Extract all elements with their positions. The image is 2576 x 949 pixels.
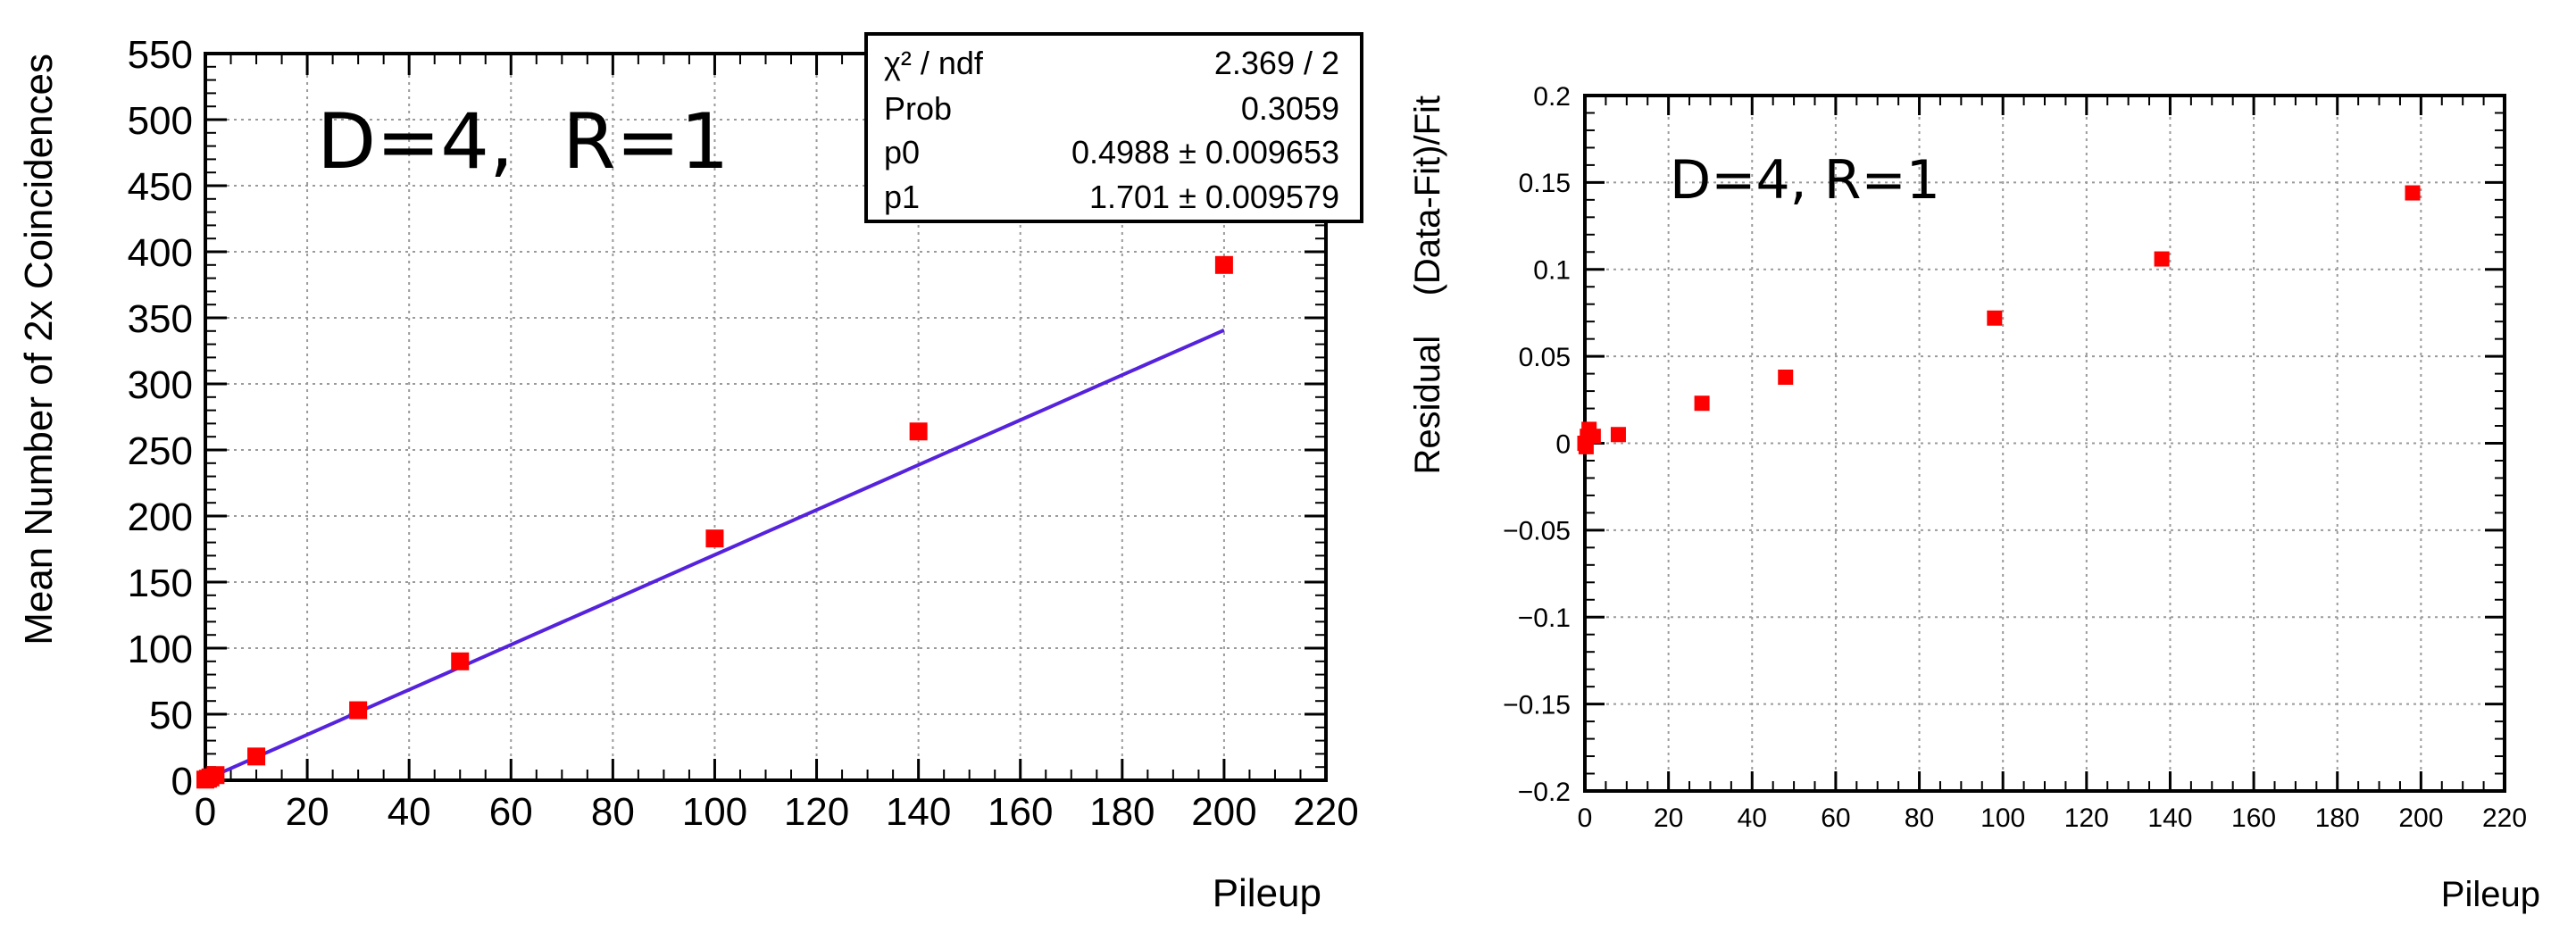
x-tick-label: 220	[1293, 790, 1358, 834]
x-tick-label: 200	[2398, 803, 2443, 833]
data-point	[1585, 429, 1601, 445]
stats-label-p1: p1	[884, 179, 920, 215]
y-tick-label: 100	[128, 628, 193, 671]
stats-label-prob: Prob	[884, 90, 952, 127]
left-plot-data-points	[196, 255, 1233, 789]
stats-box: χ² / ndf 2.369 / 2 Prob 0.3059 p0 0.4988…	[864, 32, 1363, 223]
left-plot-ticks	[204, 52, 1328, 782]
right-plot-ticks	[1583, 94, 2506, 793]
right-annotation: D=4, R=1	[1670, 149, 1940, 212]
data-point	[2154, 251, 2170, 267]
x-tick-label: 160	[988, 790, 1053, 834]
right-plot-data-points	[1577, 185, 2421, 454]
y-tick-label: 300	[128, 363, 193, 407]
data-point	[1778, 369, 1794, 385]
y-tick-label: −0.1	[1518, 604, 1571, 633]
x-tick-label: 40	[1738, 803, 1767, 833]
x-tick-label: 140	[2147, 803, 2192, 833]
data-point	[451, 652, 470, 670]
left-annotation: D=4, R=1	[317, 97, 729, 187]
left-y-axis-title: Mean Number of 2x Coincidences	[17, 54, 61, 645]
x-tick-label: 220	[2482, 803, 2527, 833]
x-tick-label: 180	[2315, 803, 2360, 833]
x-tick-label: 120	[784, 790, 849, 834]
x-tick-label: 180	[1089, 790, 1155, 834]
y-tick-label: −0.2	[1518, 778, 1571, 807]
x-tick-label: 200	[1191, 790, 1256, 834]
left-x-axis-title: Pileup	[1213, 871, 1321, 915]
right-plot-grid	[1585, 96, 2505, 791]
left-plot: 0 20 40 60 80 100 120 140 160 180 200 220 0 50 100 150…	[17, 32, 1363, 915]
right-plot-y-tick-labels: −0.2 −0.15 −0.1 −0.05 0 0.05 0.1 0.15 0.2	[1503, 82, 1571, 807]
x-tick-label: 80	[1905, 803, 1934, 833]
y-tick-label: 0.2	[1533, 82, 1571, 112]
y-tick-label: −0.05	[1503, 517, 1571, 546]
x-tick-label: 40	[388, 790, 431, 834]
x-tick-label: 20	[286, 790, 329, 834]
x-tick-label: 160	[2231, 803, 2276, 833]
y-tick-label: 150	[128, 562, 193, 605]
x-tick-label: 60	[489, 790, 533, 834]
x-tick-label: 140	[886, 790, 951, 834]
y-tick-label: 0.15	[1519, 169, 1571, 198]
left-plot-x-tick-labels: 0 20 40 60 80 100 120 140 160 180 200 220	[195, 790, 1359, 834]
x-tick-label: 80	[591, 790, 635, 834]
right-x-axis-title: Pileup	[2441, 875, 2540, 914]
right-y-axis-title: Residual (Data-Fit)/Fit	[1408, 96, 1447, 475]
y-tick-label: 50	[149, 694, 193, 737]
right-plot: 0 20 40 60 80 100 120 140 160 180 200 220 −0.2 −0.15…	[1408, 82, 2540, 914]
x-tick-label: 0	[195, 790, 216, 834]
data-point	[349, 701, 368, 720]
stats-value-p0: 0.4988 ± 0.009653	[1071, 134, 1339, 171]
data-point	[909, 422, 928, 441]
x-tick-label: 60	[1821, 803, 1850, 833]
data-point	[1987, 310, 2003, 326]
y-tick-label: 400	[128, 231, 193, 275]
x-tick-label: 0	[1578, 803, 1593, 833]
x-tick-label: 120	[2064, 803, 2109, 833]
data-point	[1610, 427, 1626, 443]
fit-line	[204, 328, 1225, 782]
stats-value-prob: 0.3059	[1241, 90, 1339, 127]
x-tick-label: 100	[682, 790, 747, 834]
y-tick-label: 0.1	[1533, 256, 1571, 286]
left-plot-y-tick-labels: 0 50 100 150 200 250 300 350 400 450 500 550	[128, 33, 193, 803]
y-tick-label: 500	[128, 99, 193, 143]
data-point	[247, 747, 266, 766]
y-tick-label: 350	[128, 297, 193, 341]
y-tick-label: 450	[128, 165, 193, 209]
data-point	[206, 766, 225, 785]
y-tick-label: 0.05	[1519, 343, 1571, 372]
stats-value-chi2: 2.369 / 2	[1214, 45, 1339, 81]
y-tick-label: 550	[128, 33, 193, 77]
y-tick-label: 0	[171, 760, 193, 803]
y-tick-label: −0.15	[1503, 690, 1571, 720]
stats-label-p0: p0	[884, 134, 920, 171]
left-plot-grid	[205, 54, 1326, 780]
data-point	[705, 529, 724, 548]
y-tick-label: 200	[128, 495, 193, 539]
y-tick-label: 250	[128, 429, 193, 473]
x-tick-label: 20	[1654, 803, 1683, 833]
stats-label-chi2: χ² / ndf	[884, 45, 984, 81]
data-point	[1214, 255, 1233, 274]
y-tick-label: 0	[1555, 429, 1571, 459]
data-point	[1694, 395, 1710, 412]
data-point	[2405, 185, 2421, 201]
stats-value-p1: 1.701 ± 0.009579	[1089, 179, 1339, 215]
x-tick-label: 100	[1980, 803, 2025, 833]
right-plot-x-tick-labels: 0 20 40 60 80 100 120 140 160 180 200 220	[1578, 803, 2527, 833]
